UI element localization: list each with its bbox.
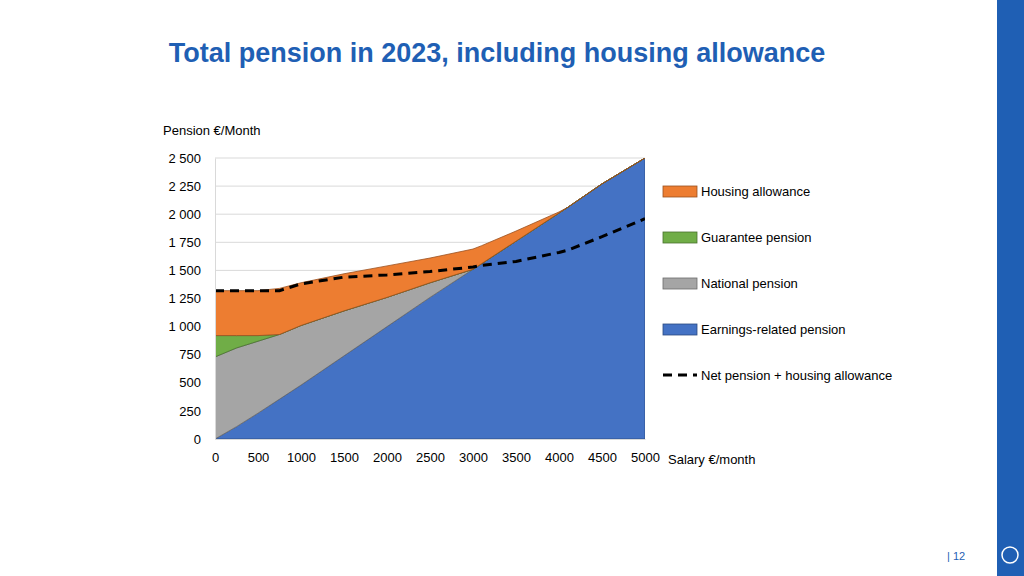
legend-item: Housing allowance — [663, 184, 810, 199]
tick: 4500 — [588, 439, 617, 465]
tick: 1 750 — [168, 235, 215, 250]
tick-label: 2500 — [416, 450, 445, 465]
tick: 2500 — [416, 439, 445, 465]
tick: 2 000 — [168, 207, 215, 222]
area — [215, 158, 645, 336]
tick: 2 250 — [168, 179, 215, 194]
legend-item: National pension — [663, 276, 798, 291]
legend-label: Net pension + housing allowance — [701, 368, 892, 383]
grid-line — [215, 186, 645, 187]
tick-label: 2 250 — [168, 179, 201, 194]
tick: 2 500 — [168, 151, 215, 166]
tick-label: 3500 — [502, 450, 531, 465]
area — [215, 158, 645, 357]
area — [215, 158, 645, 439]
tick-label: 2 000 — [168, 207, 201, 222]
x-axis: 0 500 1000 1500 2000 2500 3000 3500 4000 4500 5000 — [212, 439, 660, 465]
axis-line — [215, 159, 216, 440]
tick-label: 1 750 — [168, 235, 201, 250]
tick: 2000 — [373, 439, 402, 465]
line — [215, 219, 645, 291]
tick-label: 0 — [194, 432, 201, 447]
grid-line — [215, 158, 645, 159]
legend-swatch — [663, 324, 697, 335]
tick-label: 2000 — [373, 450, 402, 465]
tick-label: 1500 — [330, 450, 359, 465]
legend: Housing allowance Guarantee pension Nation… — [663, 184, 892, 383]
legend-label: National pension — [701, 276, 798, 291]
legend-item: Earnings-related pension — [663, 322, 846, 337]
y-axis: 0 250 500 750 1 000 1 250 1 500 1 750 2 000 2 250… — [168, 151, 215, 447]
tick: 250 — [179, 404, 215, 419]
axis-line — [216, 439, 646, 440]
tick-label: 1 000 — [168, 319, 201, 334]
tick-label: 5000 — [631, 450, 660, 465]
plot-marks — [215, 158, 645, 439]
tick-label: 4500 — [588, 450, 617, 465]
tick-label: 0 — [212, 450, 219, 465]
tick: 0 — [212, 439, 219, 465]
area — [215, 158, 645, 439]
tick-label: 3000 — [459, 450, 488, 465]
tick-label: 1 250 — [168, 291, 201, 306]
tick: 1 000 — [168, 319, 215, 334]
tick: 1500 — [330, 439, 359, 465]
tick: 500 — [248, 439, 270, 465]
tick-label: 1000 — [287, 450, 316, 465]
legend-swatch — [663, 278, 697, 289]
grid — [215, 158, 645, 439]
side-bar — [997, 0, 1024, 576]
tick: 3000 — [459, 439, 488, 465]
tick: 500 — [179, 375, 215, 390]
tick-label: 4000 — [545, 450, 574, 465]
tick: 750 — [179, 347, 215, 362]
tick: 3500 — [502, 439, 531, 465]
tick-label: 1 500 — [168, 263, 201, 278]
tick: 1 500 — [168, 263, 215, 278]
legend-label: Earnings-related pension — [701, 322, 846, 337]
legend-label: Housing allowance — [701, 184, 810, 199]
tick-label: 250 — [179, 404, 201, 419]
legend-swatch — [663, 232, 697, 243]
tick-label: 750 — [179, 347, 201, 362]
tick: 5000 — [631, 439, 660, 465]
title: Total pension in 2023, including housing… — [169, 38, 826, 68]
tick-label: 2 500 — [168, 151, 201, 166]
tick: 0 — [194, 432, 215, 447]
legend-item: Guarantee pension — [663, 230, 812, 245]
logo — [1002, 547, 1018, 563]
tick-label: 500 — [248, 450, 270, 465]
legend-item: Net pension + housing allowance — [663, 368, 892, 383]
legend-label: Guarantee pension — [701, 230, 812, 245]
tick: 1000 — [287, 439, 316, 465]
x-axis-title: Salary €/month — [668, 452, 755, 467]
chart: Total pension in 2023, including housing… — [0, 0, 1024, 576]
tick-label: 500 — [179, 375, 201, 390]
page-number: | 12 — [947, 550, 965, 562]
y-axis-title: Pension €/Month — [163, 123, 261, 138]
legend-swatch — [663, 374, 697, 377]
tick: 1 250 — [168, 291, 215, 306]
tick: 4000 — [545, 439, 574, 465]
legend-swatch — [663, 186, 697, 197]
